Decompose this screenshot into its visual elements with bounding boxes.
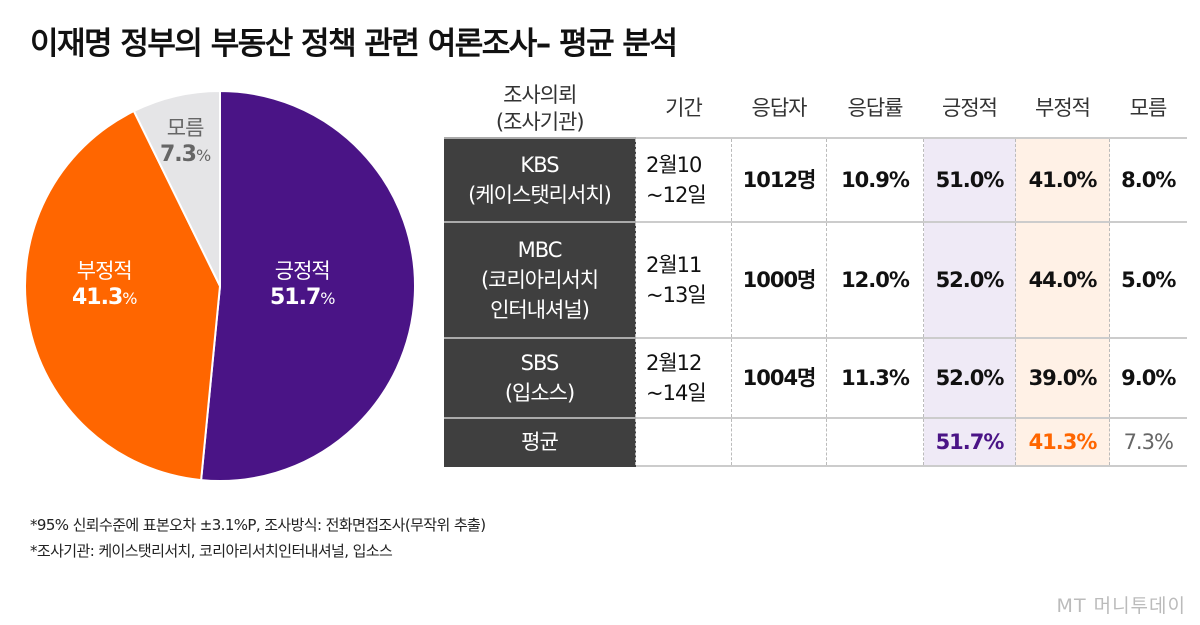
page-title: 이재명 정부의 부동산 정책 관련 여론조사– 평균 분석 [30,26,678,62]
pie-label-unknown: 모름 7.3% [160,115,211,169]
negative-cell: 44.0% [1015,221,1110,338]
slice-label: 모름 [166,116,205,140]
survey-table: 조사의뢰 (조사기관) 기간 응답자 응답률 긍정적 부정적 모름 KBS (케이… [444,80,1187,467]
pie-slice-모름 [132,89,221,287]
pie-label-positive: 긍정적 51.7% [270,258,335,312]
negative-cell: 39.0% [1015,337,1110,418]
header-rate: 응답률 [847,96,904,120]
header-respondents: 응답자 [751,96,808,120]
logo: MT 머니투데이 [1056,595,1186,617]
slice-value: 41.3 [72,285,123,310]
pie-chart [24,89,416,482]
table-row: KBS (케이스탯리서치) 2월10 ~12일 1012명 10.9% 51.0% … [444,137,1187,222]
period-cell: 2월11 ~13일 [635,221,732,338]
average-negative: 41.3% [1015,417,1110,467]
unknown-cell: 5.0% [1109,221,1187,338]
empty-cell [826,417,924,467]
period-cell: 2월10 ~12일 [635,137,732,222]
period-end: ~13일 [646,283,707,307]
header-org: 조사의뢰 (조사기관) [495,82,585,134]
respondents-cell: 1004명 [731,337,827,418]
table-row: MBC (코리아리서치 인터내셔널) 2월11 ~13일 1000명 12.0% 5… [444,221,1187,338]
header-positive: 긍정적 [942,96,998,120]
rate-cell: 10.9% [826,137,924,222]
org-cell: SBS (입소스) [444,337,636,418]
positive-cell: 52.0% [923,221,1016,338]
period-start: 2월12 [646,351,702,375]
agency: (입소스) [504,381,575,405]
unknown-cell: 8.0% [1109,137,1187,222]
org-cell: KBS (케이스탯리서치) [444,137,636,222]
unit: % [195,146,211,165]
empty-cell [635,417,732,467]
slice-value: 7.3 [160,142,197,167]
header-negative: 부정적 [1035,96,1091,120]
slice-value: 51.7 [270,285,321,310]
unit: % [320,289,335,308]
negative-cell: 41.0% [1015,137,1110,222]
empty-cell [731,417,827,467]
header-period: 기간 [665,96,703,120]
pie-slice-부정적 [24,109,222,482]
slice-label: 긍정적 [274,259,331,283]
respondents-cell: 1012명 [731,137,827,222]
respondents-cell: 1000명 [731,221,827,338]
org-name: KBS [520,153,559,177]
unknown-cell: 9.0% [1109,337,1187,418]
positive-cell: 51.0% [923,137,1016,222]
agency: (케이스탯리서치) [468,183,612,207]
pie-slice-긍정적 [200,89,416,482]
table-header: 조사의뢰 (조사기관) 기간 응답자 응답률 긍정적 부정적 모름 [444,80,1187,138]
average-row: 평균 51.7% 41.3% 7.3% [444,417,1187,467]
table-row: SBS (입소스) 2월12 ~14일 1004명 11.3% 52.0% 39.0… [444,337,1187,418]
header-unknown: 모름 [1129,96,1168,120]
footnote: *95% 신뢰수준에 표본오차 ±3.1%P, 조사방식: 전화면접조사(무작위… [30,516,486,534]
positive-cell: 52.0% [923,337,1016,418]
period-end: ~12일 [646,183,707,207]
org-name: MBC [517,238,563,262]
period-end: ~14일 [646,381,707,405]
average-label: 평균 [444,417,636,467]
agency: (코리아리서치 인터내셔널) [480,268,599,322]
period-start: 2월10 [646,153,702,177]
org-name: SBS [520,351,560,375]
period-cell: 2월12 ~14일 [635,337,732,418]
period-start: 2월11 [646,253,702,277]
footnote: *조사기관: 케이스탯리서치, 코리아리서치인터내셔널, 입소스 [30,542,393,560]
average-unknown: 7.3% [1109,417,1187,467]
pie-label-negative: 부정적 41.3% [72,258,137,312]
unit: % [122,289,137,308]
average-positive: 51.7% [923,417,1016,467]
slice-label: 부정적 [76,259,133,283]
rate-cell: 12.0% [826,221,924,338]
org-cell: MBC (코리아리서치 인터내셔널) [444,221,636,338]
rate-cell: 11.3% [826,337,924,418]
